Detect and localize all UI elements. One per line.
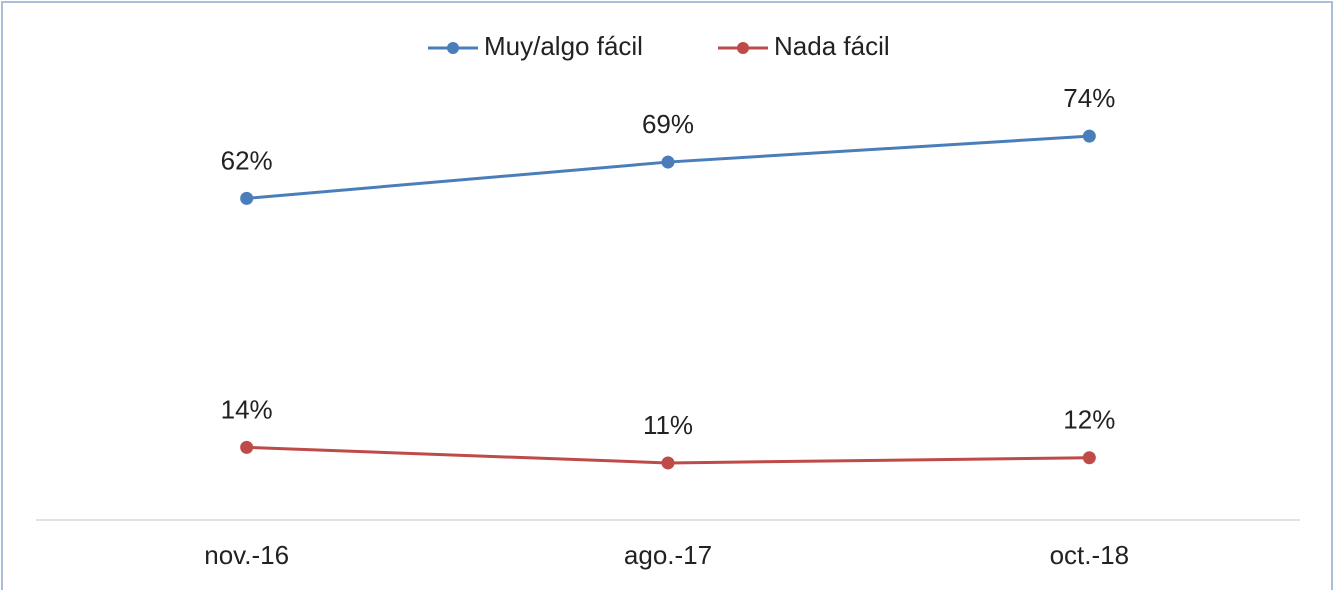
legend-label: Muy/algo fácil bbox=[484, 31, 643, 61]
x-tick-label: oct.-18 bbox=[1050, 540, 1130, 570]
legend-marker bbox=[447, 42, 459, 54]
data-label: 74% bbox=[1063, 83, 1115, 113]
data-point bbox=[240, 191, 254, 205]
x-tick-label: nov.-16 bbox=[204, 540, 289, 570]
data-label: 69% bbox=[642, 109, 694, 139]
data-label: 62% bbox=[221, 145, 273, 175]
x-tick-label: ago.-17 bbox=[624, 540, 712, 570]
legend-marker bbox=[737, 42, 749, 54]
data-point bbox=[1082, 129, 1096, 143]
data-point bbox=[661, 155, 675, 169]
data-point bbox=[661, 456, 675, 470]
data-label: 14% bbox=[221, 394, 273, 424]
legend-label: Nada fácil bbox=[774, 31, 890, 61]
data-label: 11% bbox=[643, 410, 693, 440]
data-point bbox=[1082, 451, 1096, 465]
data-label: 12% bbox=[1063, 405, 1115, 435]
data-point bbox=[240, 440, 254, 454]
